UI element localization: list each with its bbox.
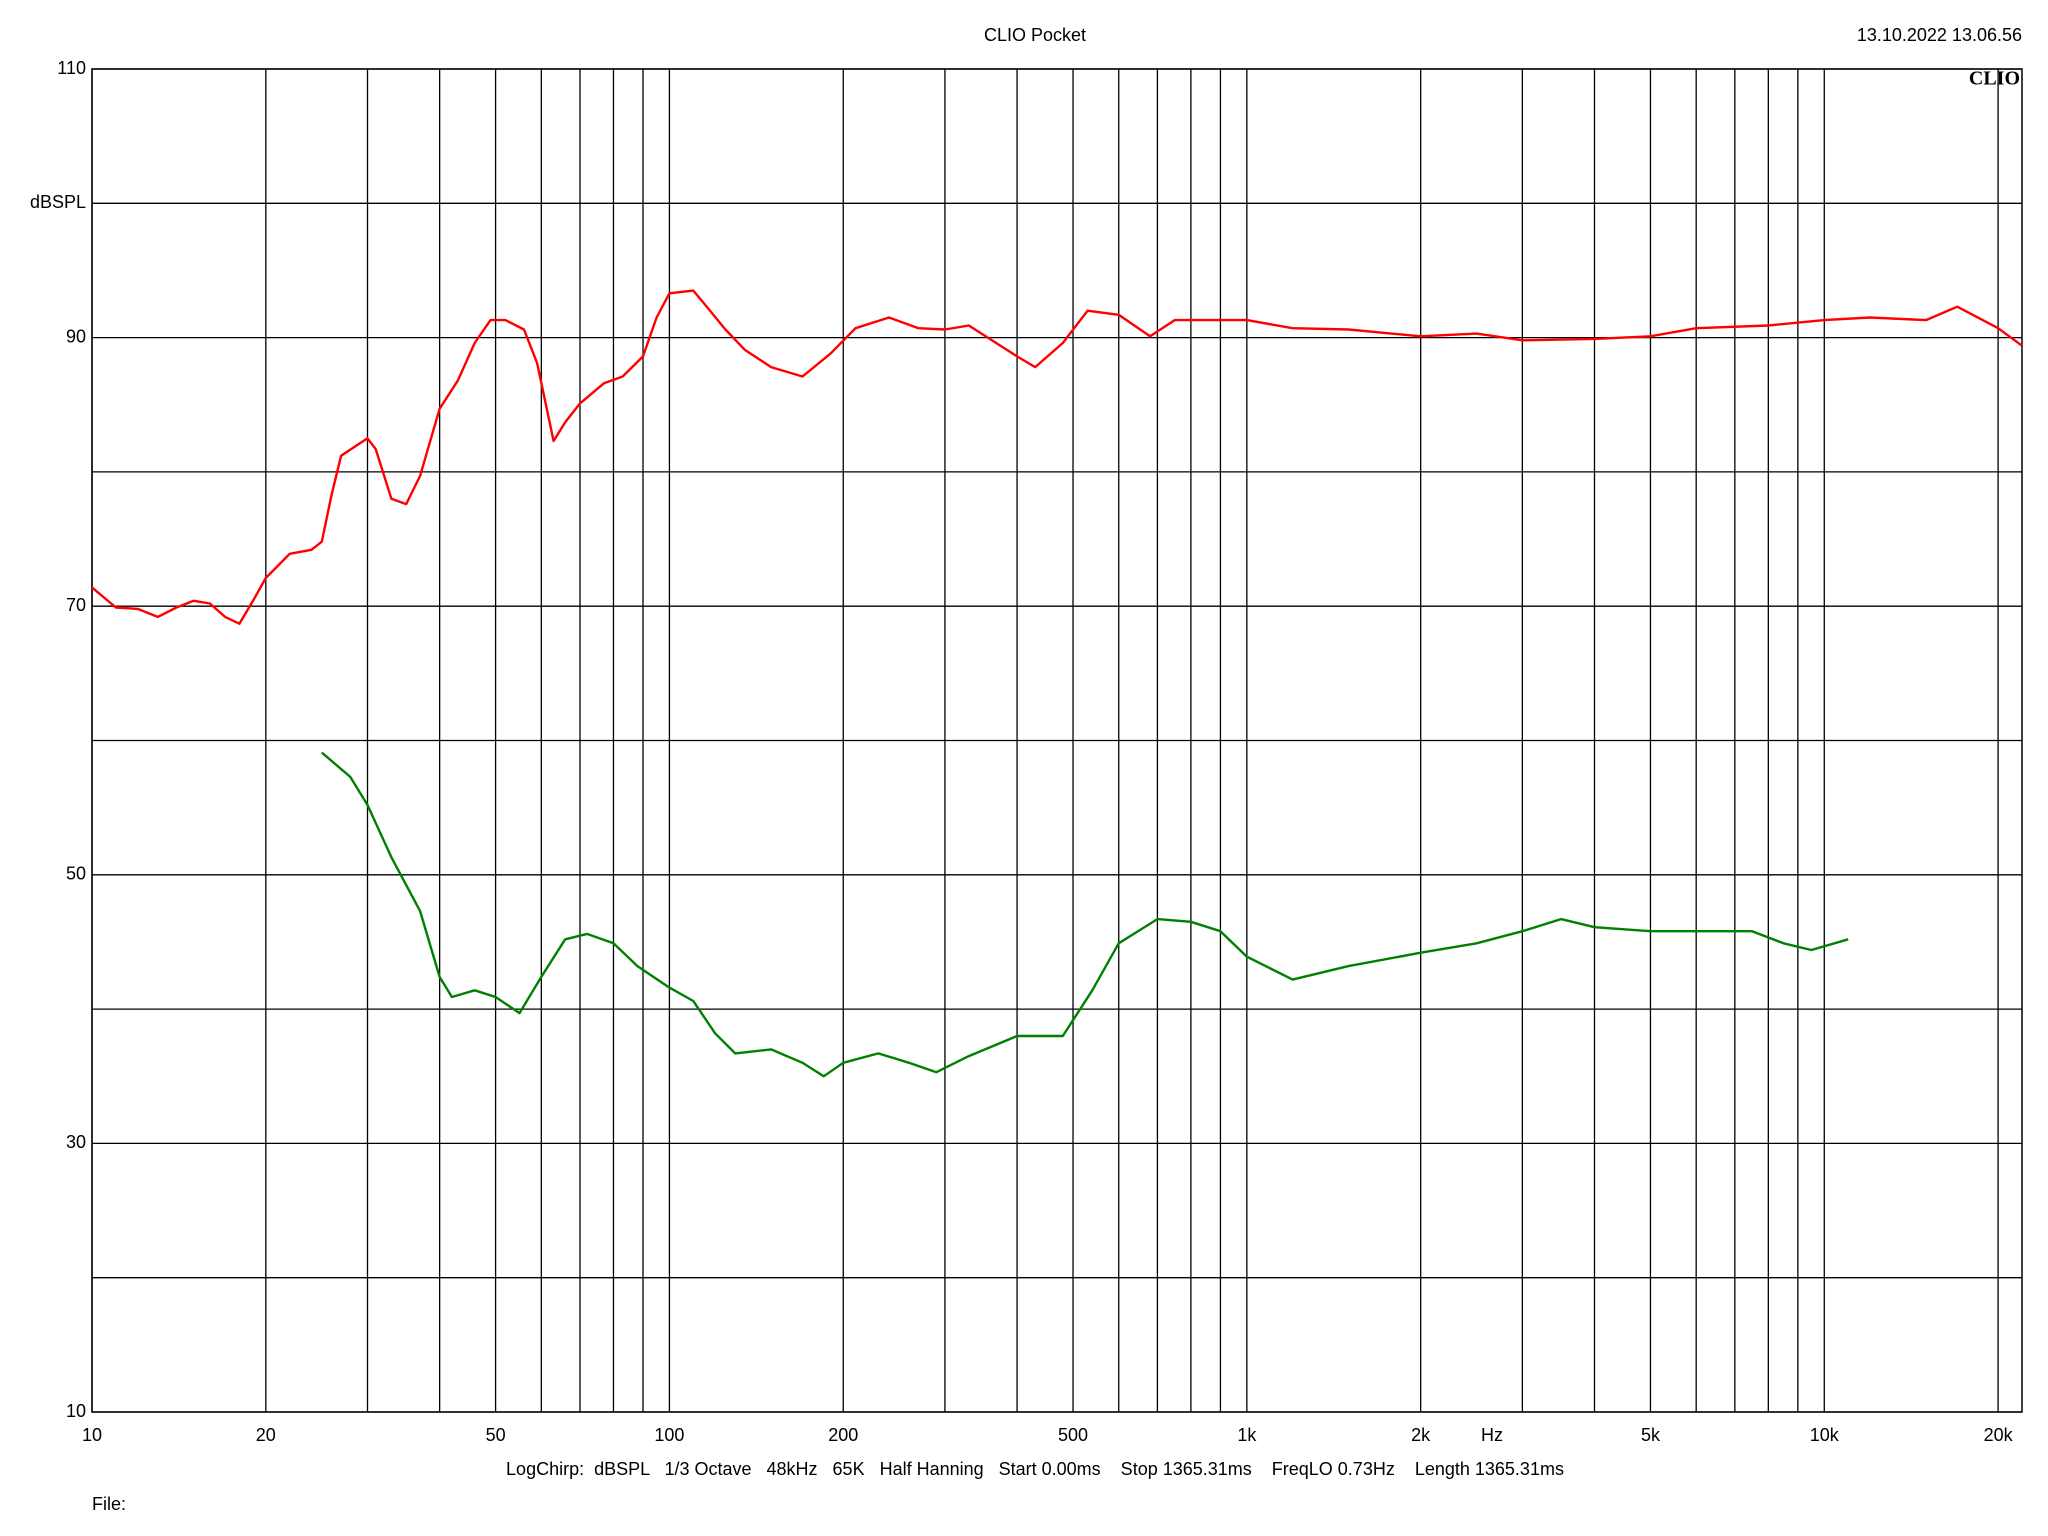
file-label: File: [92, 1494, 126, 1514]
chart-title: CLIO Pocket [984, 25, 1086, 45]
x-tick-label: 2k [1411, 1425, 1431, 1445]
logo: CLIO [1969, 68, 2020, 90]
y-tick-label: 50 [66, 864, 86, 884]
x-tick-label: 20k [1984, 1425, 2014, 1445]
y-tick-label: 90 [66, 326, 86, 346]
series-line [321, 751, 1849, 1078]
plot-frame [91, 68, 2023, 1413]
footer: LogChirp: dBSPL 1/3 Octave 48kHz 65K Hal… [506, 1459, 1564, 1479]
series-line [91, 289, 2023, 625]
x-tick-label: 10k [1810, 1425, 1840, 1445]
y-tick-label: 10 [66, 1401, 86, 1421]
y-tick-label: 110 [57, 58, 86, 78]
y-axis-label: dBSPL [30, 192, 86, 212]
x-tick-label: 200 [828, 1425, 858, 1445]
x-tick-label: 20 [256, 1425, 276, 1445]
y-tick-label: 70 [66, 595, 86, 615]
y-tick-label: 30 [66, 1132, 86, 1152]
x-tick-label: 500 [1058, 1425, 1088, 1445]
x-tick-label: 100 [654, 1425, 684, 1445]
x-tick-label: 50 [486, 1425, 506, 1445]
timestamp: 13.10.2022 13.06.56 [1857, 25, 2022, 45]
x-axis-label: Hz [1481, 1425, 1503, 1445]
x-tick-label: 1k [1237, 1425, 1257, 1445]
x-tick-label: 5k [1641, 1425, 1661, 1445]
x-tick-label: 10 [82, 1425, 102, 1445]
